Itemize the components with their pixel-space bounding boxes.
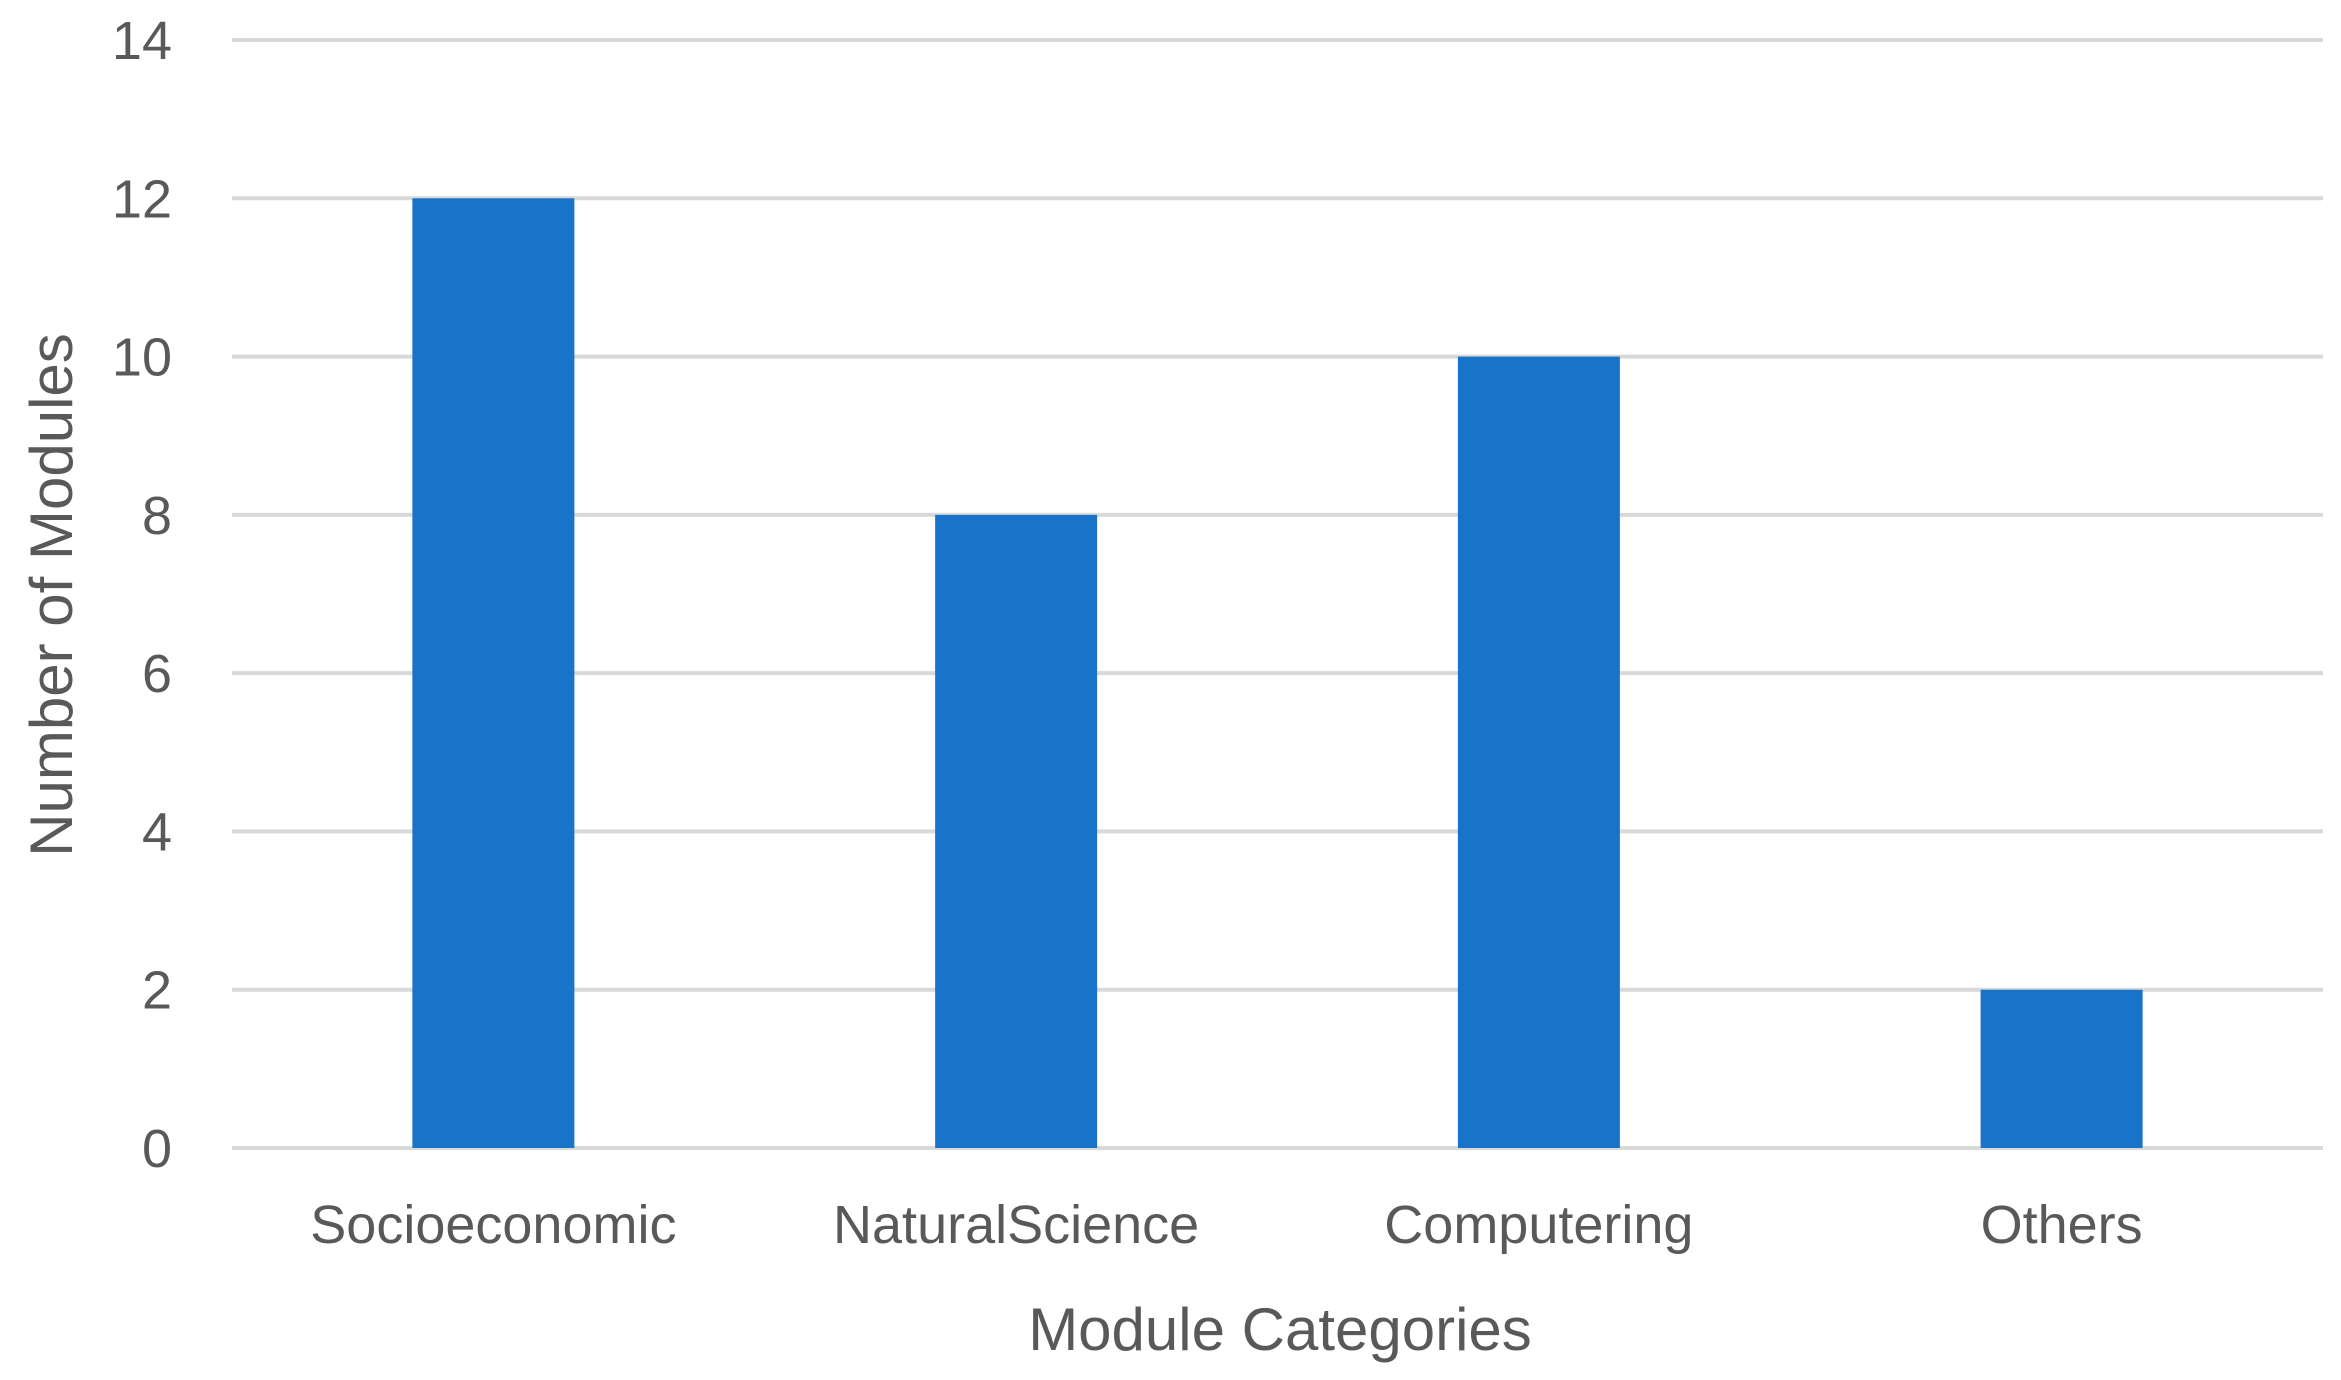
- gridlines: [232, 38, 2323, 1150]
- y-tick-label: 0: [142, 1119, 172, 1179]
- x-category-label: Computering: [1384, 1195, 1693, 1255]
- bar-naturalscience: [935, 514, 1098, 1148]
- x-category-label: Socioeconomic: [310, 1195, 676, 1255]
- bar-computering: [1457, 356, 1620, 1149]
- y-tick-label: 2: [142, 961, 172, 1021]
- x-axis-title: Module Categories: [1028, 1296, 1532, 1363]
- y-tick-label: 10: [112, 328, 172, 388]
- y-tick-label: 8: [142, 486, 172, 546]
- x-category-label: NaturalScience: [833, 1195, 1199, 1255]
- y-tick-label: 4: [142, 802, 172, 862]
- y-tick-label: 12: [112, 169, 172, 229]
- y-axis-ticks: 0 2 4 6 8 10 12 14: [112, 11, 172, 1179]
- y-tick-label: 14: [112, 11, 172, 71]
- y-tick-label: 6: [142, 644, 172, 704]
- x-axis-categories: Socioeconomic NaturalScience Computering Ot…: [310, 1195, 2142, 1255]
- x-category-label: Others: [1981, 1195, 2143, 1255]
- bars: [412, 198, 2143, 1149]
- bar-others: [1980, 989, 2143, 1148]
- y-axis-title: Number of Modules: [18, 333, 85, 857]
- bar-socioeconomic: [412, 198, 575, 1149]
